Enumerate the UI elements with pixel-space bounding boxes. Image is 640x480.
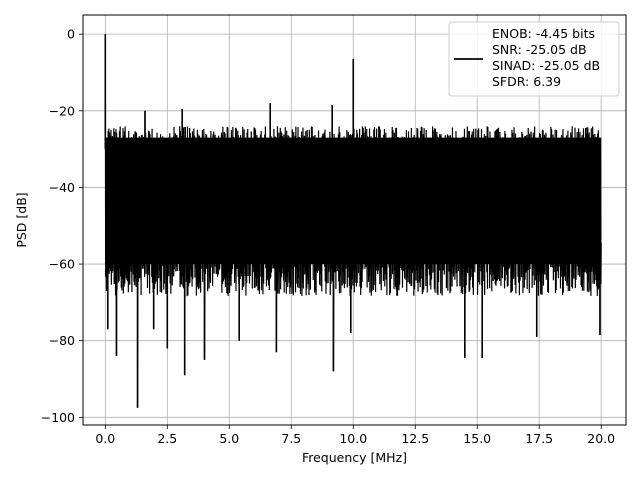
legend-line-enob: ENOB: -4.45 bits — [492, 26, 595, 41]
x-tick-label: 17.5 — [525, 431, 553, 446]
x-axis-label: Frequency [MHz] — [302, 450, 407, 465]
legend-line-sinad: SINAD: -25.05 dB — [492, 58, 600, 73]
legend-line-snr: SNR: -25.05 dB — [492, 42, 587, 57]
y-tick-label: −100 — [41, 410, 75, 425]
psd-noise-band — [105, 137, 602, 265]
x-tick-label: 5.0 — [219, 431, 239, 446]
x-tick-label: 15.0 — [463, 431, 491, 446]
y-tick-label: −20 — [49, 103, 75, 118]
y-axis-label: PSD [dB] — [14, 192, 29, 247]
y-tick-label: −40 — [49, 180, 75, 195]
y-tick-label: −60 — [49, 257, 75, 272]
x-axis-ticks: 0.0 2.5 5.0 7.5 10.0 12.5 15.0 17.5 20.0 — [95, 425, 615, 446]
x-tick-label: 10.0 — [339, 431, 367, 446]
x-tick-label: 12.5 — [401, 431, 429, 446]
y-tick-label: 0 — [67, 27, 75, 42]
legend-box — [448, 21, 620, 97]
x-tick-label: 7.5 — [281, 431, 301, 446]
x-tick-label: 20.0 — [587, 431, 615, 446]
legend: ENOB: -4.45 bits SNR: -25.05 dB SINAD: -… — [448, 21, 620, 97]
y-axis-ticks: 0 −20 −40 −60 −80 −100 — [41, 27, 83, 425]
axes-frame — [82, 14, 627, 426]
x-tick-label: 2.5 — [157, 431, 177, 446]
y-tick-label: −80 — [49, 333, 75, 348]
plot-area — [104, 34, 602, 408]
legend-line-sfdr: SFDR: 6.39 — [492, 74, 561, 89]
x-tick-label: 0.0 — [95, 431, 115, 446]
